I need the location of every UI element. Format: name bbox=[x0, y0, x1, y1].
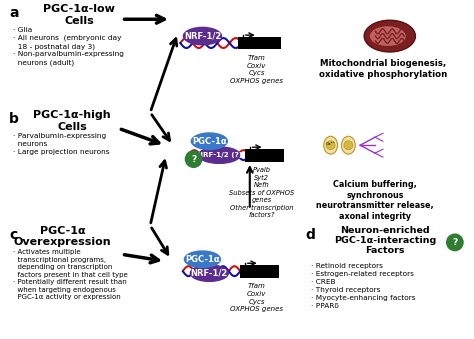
Text: a: a bbox=[9, 6, 18, 20]
Text: d: d bbox=[305, 227, 315, 241]
Text: Tfam
Coxiv
Cycs
OXPHOS genes: Tfam Coxiv Cycs OXPHOS genes bbox=[230, 55, 283, 84]
Text: NRF-1/2: NRF-1/2 bbox=[184, 32, 221, 41]
Ellipse shape bbox=[184, 250, 221, 268]
Text: Pvalb
Syt2
Nefh
Subsets of OXPHOS
genes
Other transcription
factors?: Pvalb Syt2 Nefh Subsets of OXPHOS genes … bbox=[229, 167, 294, 218]
Ellipse shape bbox=[370, 26, 406, 46]
Text: ?: ? bbox=[452, 238, 457, 247]
Text: NRF-1/2: NRF-1/2 bbox=[191, 268, 228, 278]
Ellipse shape bbox=[183, 27, 222, 45]
Text: · Glia
· All neurons  (embryonic day
  18 - postnatal day 3)
· Non-parvalbumin-e: · Glia · All neurons (embryonic day 18 -… bbox=[13, 27, 124, 66]
Ellipse shape bbox=[190, 264, 229, 282]
Text: b: b bbox=[9, 113, 19, 126]
Text: PGC-1α: PGC-1α bbox=[185, 255, 220, 264]
Bar bbox=[245, 149, 284, 162]
Text: Tfam
Coxiv
Cycs
OXPHOS genes: Tfam Coxiv Cycs OXPHOS genes bbox=[230, 283, 283, 312]
Text: PGC-1α
Overexpression: PGC-1α Overexpression bbox=[14, 225, 111, 247]
Ellipse shape bbox=[198, 146, 241, 164]
Text: ?: ? bbox=[191, 155, 196, 164]
Circle shape bbox=[344, 141, 353, 149]
Ellipse shape bbox=[191, 132, 228, 150]
Bar bbox=[240, 265, 279, 278]
Ellipse shape bbox=[324, 136, 337, 154]
Ellipse shape bbox=[341, 136, 356, 154]
Circle shape bbox=[326, 141, 335, 149]
Text: Neuron-enriched
PGC-1α-interacting
Factors: Neuron-enriched PGC-1α-interacting Facto… bbox=[334, 225, 436, 255]
Text: · Activates multiple
  transcriptional programs,
  depending on transcription
  : · Activates multiple transcriptional pro… bbox=[13, 250, 128, 300]
Text: Mitochondrial biogenesis,
oxidative phosphorylation: Mitochondrial biogenesis, oxidative phos… bbox=[319, 59, 447, 79]
Text: PGC-1α: PGC-1α bbox=[192, 137, 227, 146]
Text: Calcium buffering,
synchronous
neurotransmitter release,
axonal integrity: Calcium buffering, synchronous neurotran… bbox=[316, 180, 434, 221]
Text: PGC-1α-low
Cells: PGC-1α-low Cells bbox=[43, 4, 115, 26]
Text: NRF-1/2 (?): NRF-1/2 (?) bbox=[197, 152, 242, 158]
Text: c: c bbox=[9, 227, 18, 241]
Ellipse shape bbox=[364, 20, 415, 52]
Circle shape bbox=[446, 234, 464, 251]
Circle shape bbox=[185, 150, 202, 168]
Text: · Parvalbumin-expressing
  neurons
· Large projection neurons: · Parvalbumin-expressing neurons · Large… bbox=[13, 133, 109, 155]
Text: PGC-1α-high
Cells: PGC-1α-high Cells bbox=[34, 111, 111, 132]
Text: Ca²⁺: Ca²⁺ bbox=[326, 142, 336, 146]
Bar bbox=[238, 37, 282, 49]
Text: · Retinoid receptors
· Estrogen-related receptors
· CREB
· Thyroid receptors
· M: · Retinoid receptors · Estrogen-related … bbox=[311, 263, 415, 309]
